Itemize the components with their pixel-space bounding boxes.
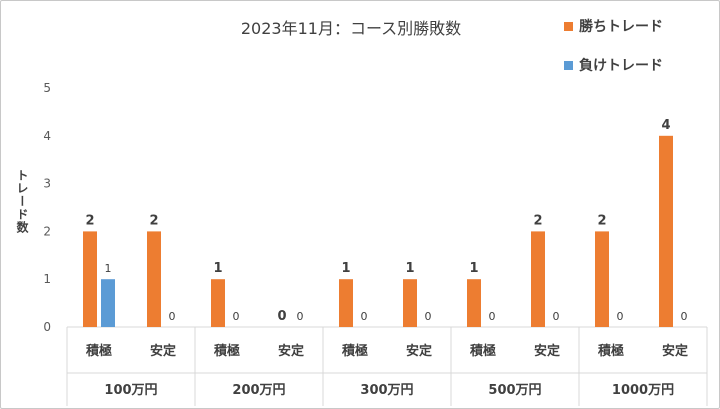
data-label-win: 1	[405, 261, 414, 276]
category-label: 安定	[406, 343, 432, 359]
legend-label-lose: 負けトレード	[579, 58, 663, 74]
legend-swatch-lose	[564, 60, 573, 70]
group-label: 500万円	[488, 383, 541, 398]
y-axis-title: トレード数	[15, 169, 29, 234]
data-label-win: 2	[85, 213, 94, 228]
data-label-lose: 0	[169, 310, 176, 323]
category-label: 積極	[85, 343, 112, 359]
group-label: 100万円	[104, 383, 157, 398]
data-label-win: 2	[533, 213, 542, 228]
group-label: 1000万円	[612, 383, 674, 398]
category-label: 安定	[150, 343, 176, 359]
data-label-win: 0	[277, 309, 286, 324]
data-label-lose: 0	[489, 310, 496, 323]
bar-lose	[101, 279, 115, 327]
bar-win	[83, 231, 97, 327]
data-label-win: 2	[597, 213, 606, 228]
category-label: 安定	[278, 343, 304, 359]
data-label-lose: 0	[233, 310, 240, 323]
group-label: 300万円	[360, 383, 413, 398]
data-label-lose: 1	[105, 262, 112, 275]
category-label: 積極	[469, 343, 496, 359]
chart-title: 2023年11月：コース別勝敗数	[240, 19, 462, 38]
bar-win	[339, 279, 353, 327]
bar-win	[147, 231, 161, 327]
bar-win	[467, 279, 481, 327]
data-label-win: 1	[469, 261, 478, 276]
data-label-win: 2	[149, 213, 158, 228]
category-label: 積極	[597, 343, 624, 359]
bar-win	[211, 279, 225, 327]
legend-label-win: 勝ちトレード	[579, 19, 663, 35]
bar-win	[659, 135, 673, 327]
data-label-lose: 0	[553, 310, 560, 323]
legend-item-lose: 負けトレード	[564, 55, 663, 75]
bar-win	[595, 231, 609, 327]
data-label-win: 1	[341, 261, 350, 276]
bar-win	[403, 279, 417, 327]
y-tick-label: 4	[43, 129, 51, 143]
group-label: 200万円	[232, 383, 285, 398]
legend-item-win: 勝ちトレード	[564, 16, 663, 36]
data-label-win: 1	[213, 261, 222, 276]
data-label-lose: 0	[617, 310, 624, 323]
data-label-lose: 0	[361, 310, 368, 323]
data-label-lose: 0	[425, 310, 432, 323]
category-label: 安定	[534, 343, 560, 359]
bar-win	[531, 231, 545, 327]
category-label: 積極	[341, 343, 368, 359]
y-tick-label: 2	[43, 224, 51, 238]
data-label-lose: 0	[297, 310, 304, 323]
y-tick-label: 3	[43, 177, 51, 191]
data-label-win: 4	[661, 118, 670, 133]
y-tick-label: 1	[43, 272, 51, 286]
category-label: 安定	[662, 343, 688, 359]
legend-swatch-win	[564, 21, 573, 31]
y-tick-label: 0	[43, 320, 51, 334]
data-label-lose: 0	[681, 310, 688, 323]
category-label: 積極	[213, 343, 240, 359]
y-tick-label: 5	[43, 81, 51, 95]
